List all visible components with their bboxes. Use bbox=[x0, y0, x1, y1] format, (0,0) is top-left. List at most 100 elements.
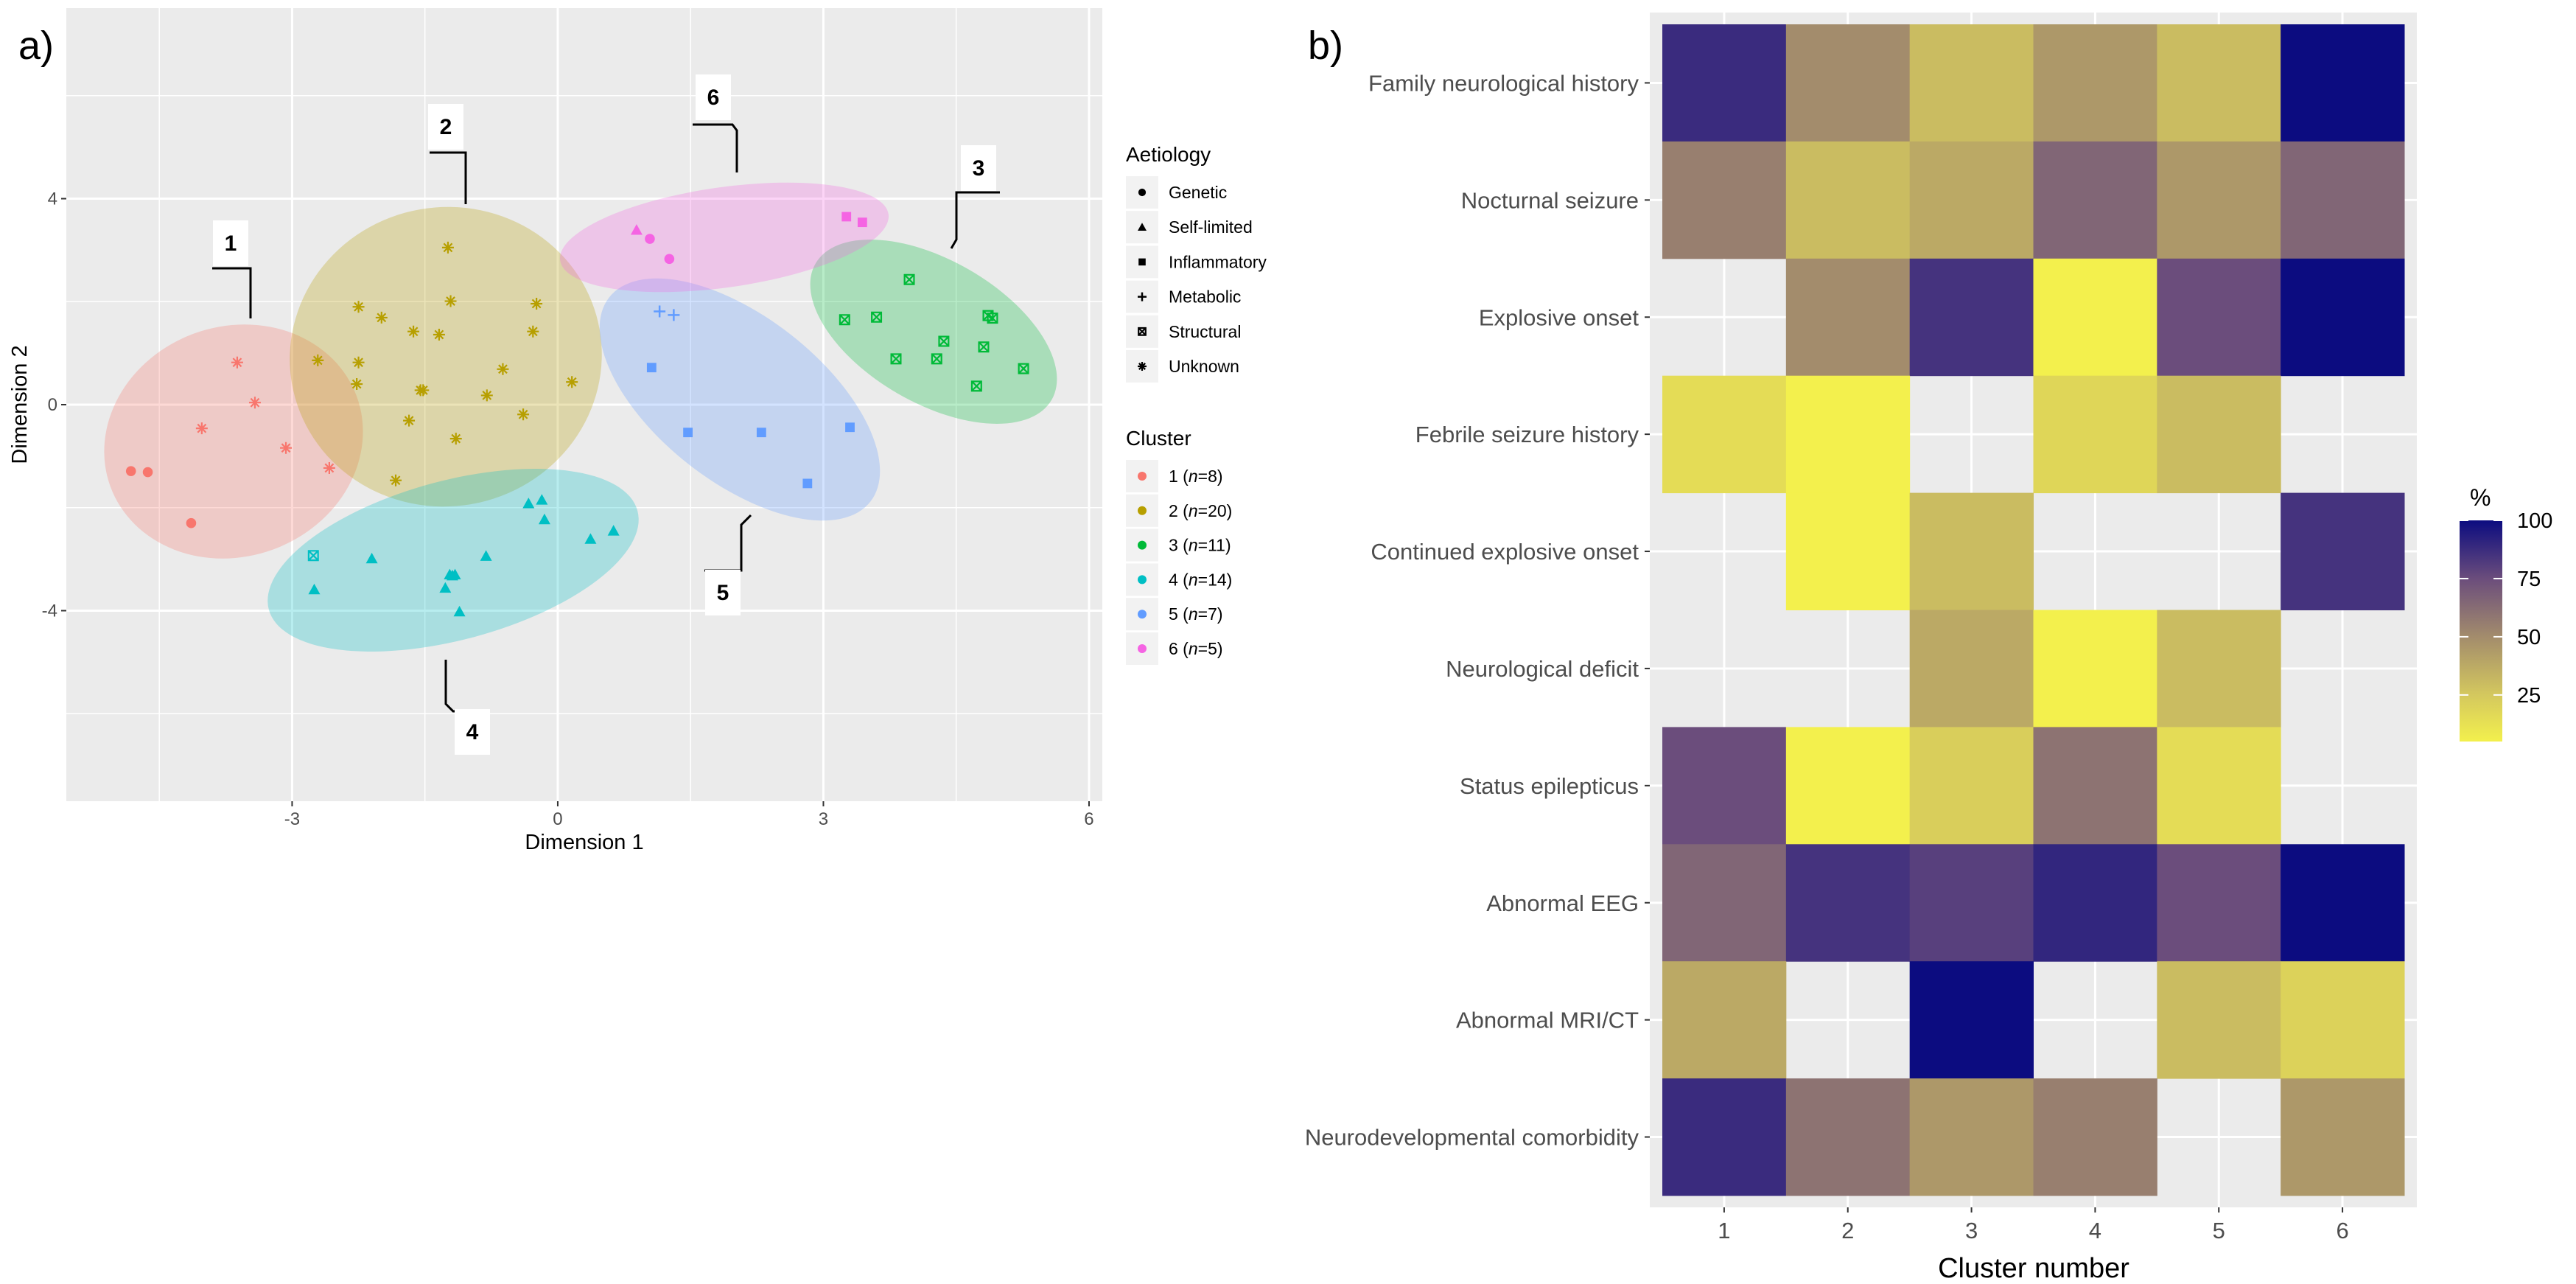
y-tick-label: Nocturnal seizure bbox=[1461, 187, 1639, 213]
cluster-count: =7) bbox=[1198, 604, 1223, 624]
data-point-cluster-2 bbox=[433, 328, 445, 341]
legend-plus-icon bbox=[1138, 292, 1147, 301]
data-point-cluster-5 bbox=[802, 478, 813, 489]
cluster-count: =11) bbox=[1198, 536, 1231, 555]
heatmap-tile bbox=[1662, 141, 1787, 259]
scatter-plot: -3 0 3 6 4 0 -4 1 2 3 4 5 6 bbox=[42, 8, 1102, 829]
data-point-cluster-5 bbox=[756, 428, 766, 438]
callout-label-2: 2 bbox=[440, 115, 452, 139]
x-tick-label: 3 bbox=[1965, 1218, 1978, 1243]
data-point-cluster-1 bbox=[195, 422, 208, 435]
x-tick-label: 4 bbox=[2089, 1218, 2101, 1243]
paren: ( bbox=[1178, 467, 1189, 486]
cluster-count: =5) bbox=[1198, 639, 1223, 658]
data-point-cluster-2 bbox=[441, 241, 454, 254]
legend-cluster-label: 1 (n=8) bbox=[1169, 467, 1223, 486]
legend-cluster-label: 6 (n=5) bbox=[1169, 639, 1223, 658]
callout-leader-line bbox=[693, 123, 738, 172]
heatmap-tile bbox=[2157, 141, 2281, 259]
legend-asterisk-icon bbox=[1138, 362, 1147, 371]
x-tick-label: 5 bbox=[2213, 1218, 2225, 1243]
legend-color-dot bbox=[1138, 540, 1147, 550]
y-tick-label: Abnormal MRI/CT bbox=[1456, 1008, 1639, 1033]
data-point-cluster-1 bbox=[231, 356, 243, 369]
heatmap-tile bbox=[1909, 610, 2034, 728]
paren: ( bbox=[1178, 639, 1189, 658]
data-point-cluster-4 bbox=[453, 605, 466, 617]
legend-boxx-icon bbox=[1138, 327, 1147, 336]
heatmap-tile bbox=[2157, 961, 2281, 1079]
heatmap-tile bbox=[1785, 844, 1911, 962]
heatmap-tile bbox=[2281, 24, 2405, 142]
legend-cluster-label: 5 (n=7) bbox=[1169, 604, 1223, 624]
heatmap-tile bbox=[1909, 258, 2034, 377]
cluster-ellipse-5 bbox=[599, 278, 881, 521]
x-tick-label: 1 bbox=[1718, 1218, 1730, 1243]
data-point-cluster-2 bbox=[449, 433, 462, 445]
data-point-cluster-2 bbox=[497, 363, 509, 375]
data-point-cluster-4 bbox=[365, 552, 378, 564]
heatmap-tile bbox=[2157, 258, 2281, 377]
legend-color-dot bbox=[1138, 610, 1147, 619]
heatmap-tile bbox=[2157, 727, 2281, 845]
data-point-cluster-4 bbox=[522, 498, 535, 509]
n-symbol: n bbox=[1189, 536, 1198, 555]
data-point-cluster-4 bbox=[449, 568, 461, 579]
heatmap: 1 2 3 4 5 6 Family neurological history Nocturn… bbox=[1305, 13, 2417, 1243]
heatmap-tile bbox=[1909, 492, 2034, 610]
heatmap-tile bbox=[2033, 258, 2157, 377]
panel-a-label: a) bbox=[18, 24, 54, 68]
data-point-cluster-1 bbox=[280, 442, 293, 454]
cluster-id: 3 bbox=[1169, 536, 1178, 555]
heatmap-tile bbox=[2033, 1078, 2157, 1196]
y-tick-label: -4 bbox=[42, 601, 57, 621]
legend-cluster-label: 3 (n=11) bbox=[1169, 536, 1231, 555]
data-point-cluster-1 bbox=[323, 461, 335, 474]
callout-box bbox=[961, 145, 996, 191]
legend-circle-icon bbox=[1138, 188, 1147, 197]
callout-label-6: 6 bbox=[707, 86, 720, 110]
x-tick-label: 6 bbox=[2336, 1218, 2348, 1243]
heatmap-tile bbox=[1785, 258, 1911, 377]
y-tick-label: Explosive onset bbox=[1479, 304, 1639, 330]
x-tick-label: 2 bbox=[1841, 1218, 1854, 1243]
cluster-count: =20) bbox=[1198, 501, 1233, 520]
cluster-ellipse-2 bbox=[290, 206, 602, 507]
heatmap-tile bbox=[2033, 141, 2157, 259]
legend-shape-label: Inflammatory bbox=[1169, 252, 1267, 271]
y-tick-label: 4 bbox=[48, 189, 57, 209]
data-point-cluster-3 bbox=[987, 313, 998, 324]
data-point-cluster-4 bbox=[480, 550, 492, 561]
cluster-count: =14) bbox=[1198, 570, 1233, 589]
cluster-id: 5 bbox=[1169, 604, 1178, 624]
data-point-cluster-4 bbox=[439, 582, 452, 593]
heatmap-tile bbox=[1785, 1078, 1911, 1196]
heatmap-tile bbox=[2033, 727, 2157, 845]
cluster-id: 2 bbox=[1169, 501, 1178, 520]
data-point-cluster-5 bbox=[845, 422, 855, 433]
data-point-cluster-1 bbox=[125, 466, 136, 476]
data-point-cluster-3 bbox=[978, 341, 990, 353]
heatmap-tile bbox=[1662, 1078, 1787, 1196]
panel-b-label: b) bbox=[1308, 24, 1343, 68]
data-point-cluster-2 bbox=[517, 408, 530, 421]
heatmap-tile bbox=[1909, 844, 2034, 962]
heatmap-tile bbox=[2033, 610, 2157, 728]
colorbar-bar bbox=[2460, 520, 2502, 742]
data-point-cluster-6 bbox=[857, 217, 867, 228]
callout-label-3: 3 bbox=[973, 156, 985, 181]
heatmap-tile bbox=[2281, 844, 2405, 962]
n-symbol: n bbox=[1189, 467, 1198, 486]
colorbar: % 100 75 50 25 bbox=[2460, 484, 2552, 742]
heatmap-tile bbox=[2157, 844, 2281, 962]
callout-box bbox=[696, 74, 731, 120]
heatmap-tile bbox=[2281, 961, 2405, 1079]
heatmap-tile bbox=[1909, 24, 2034, 142]
data-point-cluster-5 bbox=[683, 428, 693, 438]
heatmap-tile bbox=[2157, 24, 2281, 142]
callout-box bbox=[213, 220, 248, 266]
data-point-cluster-3 bbox=[890, 353, 902, 365]
x-tick-label: 6 bbox=[1084, 809, 1093, 829]
data-point-cluster-6 bbox=[841, 212, 852, 222]
legend-cluster-label: 4 (n=14) bbox=[1169, 570, 1232, 589]
